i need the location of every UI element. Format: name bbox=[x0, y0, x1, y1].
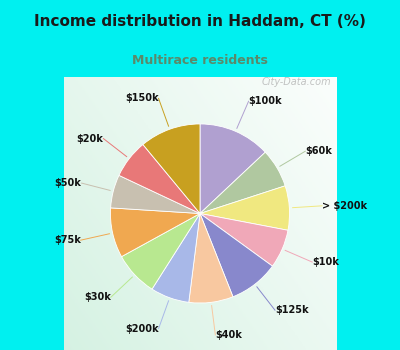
Wedge shape bbox=[200, 186, 290, 230]
Wedge shape bbox=[200, 124, 265, 214]
Wedge shape bbox=[152, 214, 200, 302]
Text: $60k: $60k bbox=[305, 146, 332, 156]
Text: $30k: $30k bbox=[84, 292, 111, 302]
Text: > $200k: > $200k bbox=[322, 201, 367, 211]
Wedge shape bbox=[200, 214, 288, 266]
Text: $150k: $150k bbox=[125, 93, 158, 104]
Text: City-Data.com: City-Data.com bbox=[261, 77, 331, 87]
Text: $10k: $10k bbox=[312, 257, 339, 267]
Text: Income distribution in Haddam, CT (%): Income distribution in Haddam, CT (%) bbox=[34, 14, 366, 29]
Wedge shape bbox=[110, 208, 200, 257]
Text: $50k: $50k bbox=[55, 178, 82, 188]
Text: $125k: $125k bbox=[275, 305, 308, 315]
Wedge shape bbox=[119, 145, 200, 214]
Text: $100k: $100k bbox=[248, 96, 282, 106]
Wedge shape bbox=[122, 214, 200, 289]
Text: Multirace residents: Multirace residents bbox=[132, 54, 268, 66]
Text: $20k: $20k bbox=[76, 134, 103, 143]
Wedge shape bbox=[143, 124, 200, 214]
Text: $200k: $200k bbox=[125, 323, 158, 334]
Wedge shape bbox=[111, 175, 200, 214]
Text: $75k: $75k bbox=[54, 235, 81, 245]
Wedge shape bbox=[200, 152, 285, 214]
Wedge shape bbox=[189, 214, 233, 303]
Text: $40k: $40k bbox=[215, 330, 242, 340]
Wedge shape bbox=[200, 214, 272, 297]
